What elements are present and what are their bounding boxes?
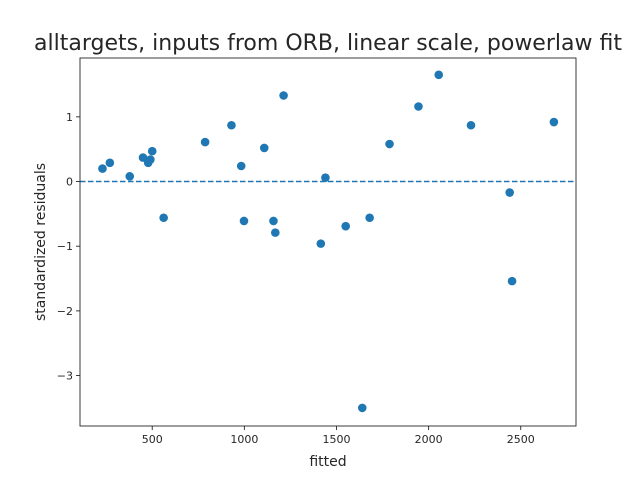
y-tick-label-1: −2 xyxy=(57,305,73,318)
data-point-0 xyxy=(98,164,107,173)
data-point-20 xyxy=(365,213,374,223)
data-point-16 xyxy=(316,239,326,248)
y-axis-label: standardized residuals xyxy=(33,163,49,321)
data-point-5 xyxy=(146,155,155,164)
data-point-18 xyxy=(341,221,350,231)
data-point-17 xyxy=(321,173,330,182)
x-tick-label-3: 2000 xyxy=(415,433,443,446)
chart-title: alltargets, inputs from ORB, linear scal… xyxy=(34,31,622,56)
y-tick-label-3: 0 xyxy=(66,176,73,189)
data-point-27 xyxy=(549,117,559,127)
data-point-8 xyxy=(200,137,210,147)
data-point-23 xyxy=(434,70,444,80)
data-point-10 xyxy=(236,161,246,171)
data-point-19 xyxy=(357,403,367,413)
y-tick-label-4: 1 xyxy=(66,111,73,124)
data-point-2 xyxy=(125,172,135,181)
x-tick-label-1: 1000 xyxy=(230,433,258,446)
data-point-9 xyxy=(227,120,236,130)
data-point-14 xyxy=(271,228,280,237)
data-point-22 xyxy=(414,102,423,111)
data-point-13 xyxy=(269,216,278,226)
data-point-25 xyxy=(505,188,514,197)
y-tick-label-2: −1 xyxy=(57,240,73,253)
data-point-1 xyxy=(105,158,115,168)
x-tick-label-4: 2500 xyxy=(507,433,535,446)
plot-area: 500 1000 1500 2000 2500 −3 −2 −1 0 1 xyxy=(57,57,577,446)
data-point-26 xyxy=(507,276,517,286)
data-point-6 xyxy=(147,146,157,156)
x-tick-label-2: 1500 xyxy=(322,433,350,446)
x-axis-label: fitted xyxy=(309,454,346,470)
data-point-7 xyxy=(159,213,168,223)
x-tick-label-0: 500 xyxy=(142,433,163,446)
data-point-15 xyxy=(279,91,288,100)
plot-frame xyxy=(79,57,577,427)
y-tick-label-0: −3 xyxy=(57,370,73,383)
data-point-11 xyxy=(239,216,249,226)
data-point-12 xyxy=(259,143,269,153)
data-point-24 xyxy=(466,120,476,130)
data-point-21 xyxy=(385,139,394,149)
